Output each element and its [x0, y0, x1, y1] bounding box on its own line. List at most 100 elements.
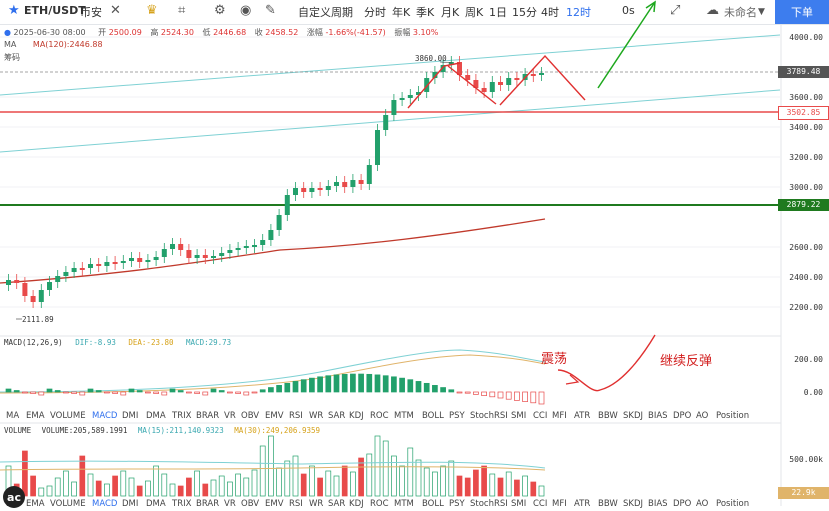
indicator-tab-cci[interactable]: CCI	[533, 411, 548, 421]
volume-bar	[63, 470, 69, 497]
settings-icon[interactable]: ⚙	[214, 3, 226, 18]
indicator-tab-ema[interactable]: EMA	[26, 499, 45, 509]
order-button[interactable]: 下单	[775, 0, 829, 24]
period-custom[interactable]: 自定义周期	[298, 6, 353, 19]
period-day[interactable]: 1日	[489, 6, 507, 19]
volume-bar	[54, 477, 61, 497]
camera-icon[interactable]: ◉	[240, 3, 252, 18]
indicator-tab-sar[interactable]: SAR	[328, 411, 346, 421]
indicator-tab-bias[interactable]: BIAS	[648, 411, 668, 421]
indicator-tab-kdj[interactable]: KDJ	[349, 499, 364, 509]
indicator-tab-smi[interactable]: SMI	[511, 411, 527, 421]
indicator-tab-ma[interactable]: MA	[6, 411, 20, 421]
indicator-tab-cci[interactable]: CCI	[533, 499, 548, 509]
indicator-tab-atr[interactable]: ATR	[574, 499, 591, 509]
indicator-tab-bbw[interactable]: BBW	[598, 499, 618, 509]
indicator-tab-obv[interactable]: OBV	[241, 411, 260, 421]
indicator-tab-macd[interactable]: MACD	[92, 499, 118, 509]
indicator-tab-stochrsi[interactable]: StochRSI	[470, 411, 508, 421]
indicator-tab-vr[interactable]: VR	[224, 411, 236, 421]
candle	[96, 264, 102, 266]
period-12h[interactable]: 12时	[566, 6, 591, 19]
period-year[interactable]: 年K	[392, 6, 411, 19]
indicator-tab-skdj[interactable]: SKDJ	[623, 411, 644, 421]
close-icon[interactable]: ✕	[110, 3, 121, 18]
indicator-tab-dma[interactable]: DMA	[146, 411, 166, 421]
indicator-tab-emv[interactable]: EMV	[265, 499, 284, 509]
symbol-name[interactable]: ETH/USDT	[24, 4, 86, 17]
indicator-tab-rsi[interactable]: RSI	[289, 411, 303, 421]
indicator-tab-dmi[interactable]: DMI	[122, 411, 139, 421]
volume-bar	[145, 480, 151, 497]
chevron-down-icon[interactable]: ▼	[758, 7, 765, 17]
indicator-tab-sar[interactable]: SAR	[328, 499, 346, 509]
indicator-tab-dpo[interactable]: DPO	[673, 499, 692, 509]
indicator-tab-bias[interactable]: BIAS	[648, 499, 668, 509]
indicator-tab-mtm[interactable]: MTM	[394, 499, 414, 509]
indicator-tab-roc[interactable]: ROC	[370, 411, 389, 421]
indicator-tab-dmi[interactable]: DMI	[122, 499, 139, 509]
indicator-tab-brar[interactable]: BRAR	[196, 411, 220, 421]
indicator-tab-rsi[interactable]: RSI	[289, 499, 303, 509]
indicator-tab-mtm[interactable]: MTM	[394, 411, 414, 421]
indicator-tab-psy[interactable]: PSY	[449, 411, 465, 421]
indicator-tab-ao[interactable]: AO	[696, 411, 709, 421]
candle	[153, 257, 159, 260]
indicator-tab-smi[interactable]: SMI	[511, 499, 527, 509]
macd-bar	[374, 374, 381, 393]
indicator-tab-brar[interactable]: BRAR	[196, 499, 220, 509]
indicator-tab-volume[interactable]: VOLUME	[50, 499, 86, 509]
macd-bar	[440, 387, 446, 393]
indicator-tab-volume[interactable]: VOLUME	[50, 411, 86, 421]
indicator-tab-emv[interactable]: EMV	[265, 411, 284, 421]
star-icon[interactable]: ★	[8, 3, 20, 18]
indicator-tab-position[interactable]: Position	[716, 411, 750, 421]
indicator-tab-boll[interactable]: BOLL	[422, 499, 444, 509]
indicator-tab-wr[interactable]: WR	[309, 499, 324, 509]
indicator-tab-vr[interactable]: VR	[224, 499, 236, 509]
indicator-tab-ema[interactable]: EMA	[26, 411, 45, 421]
period-week[interactable]: 周K	[465, 6, 484, 19]
macd-bar	[218, 390, 225, 393]
cloud-icon[interactable]: ☁	[706, 3, 719, 18]
indicator-tab-dma[interactable]: DMA	[146, 499, 166, 509]
amplitude-value: 3.10%	[412, 28, 439, 37]
fullscreen-icon[interactable]: ⤢	[670, 3, 681, 18]
period-4h[interactable]: 4时	[541, 6, 559, 19]
indicator-tab-bbw[interactable]: BBW	[598, 411, 618, 421]
indicator-tab-boll[interactable]: BOLL	[422, 411, 444, 421]
indicator-tab-mfi[interactable]: MFI	[552, 411, 567, 421]
indicator-tab-ao[interactable]: AO	[696, 499, 709, 509]
indicator-tab-trix[interactable]: TRIX	[172, 499, 192, 509]
indicator-icon[interactable]: ⌗	[178, 3, 186, 18]
indicator-tab-obv[interactable]: OBV	[241, 499, 260, 509]
app-logo-icon: ac	[3, 486, 25, 508]
chip-label[interactable]: 筹码	[4, 53, 20, 62]
macd-bar	[464, 391, 471, 394]
candle	[161, 249, 167, 257]
indicator-tab-mfi[interactable]: MFI	[552, 499, 567, 509]
indicator-tab-position[interactable]: Position	[716, 499, 750, 509]
crown-icon[interactable]: ♛	[146, 3, 158, 18]
macd-bar	[71, 391, 77, 394]
period-timeshare[interactable]: 分时	[364, 6, 386, 19]
indicator-tab-psy[interactable]: PSY	[449, 499, 465, 509]
period-quarter[interactable]: 季K	[416, 6, 435, 19]
period-month[interactable]: 月K	[441, 6, 460, 19]
price-axis-label: 3000.00	[789, 183, 823, 192]
pen-icon[interactable]: ✎	[265, 3, 276, 18]
indicator-tab-kdj[interactable]: KDJ	[349, 411, 364, 421]
indicator-tab-atr[interactable]: ATR	[574, 411, 591, 421]
indicator-tab-dpo[interactable]: DPO	[673, 411, 692, 421]
indicator-tab-trix[interactable]: TRIX	[172, 411, 192, 421]
layout-name[interactable]: 未命名	[724, 6, 757, 19]
indicator-tab-wr[interactable]: WR	[309, 411, 324, 421]
indicator-tab-skdj[interactable]: SKDJ	[623, 499, 644, 509]
indicator-tab-roc[interactable]: ROC	[370, 499, 389, 509]
indicator-tab-macd[interactable]: MACD	[92, 411, 118, 421]
volume-bar	[366, 453, 373, 497]
period-15min[interactable]: 15分	[512, 6, 537, 19]
indicator-tab-stochrsi[interactable]: StochRSI	[470, 499, 508, 509]
candle	[260, 240, 266, 245]
